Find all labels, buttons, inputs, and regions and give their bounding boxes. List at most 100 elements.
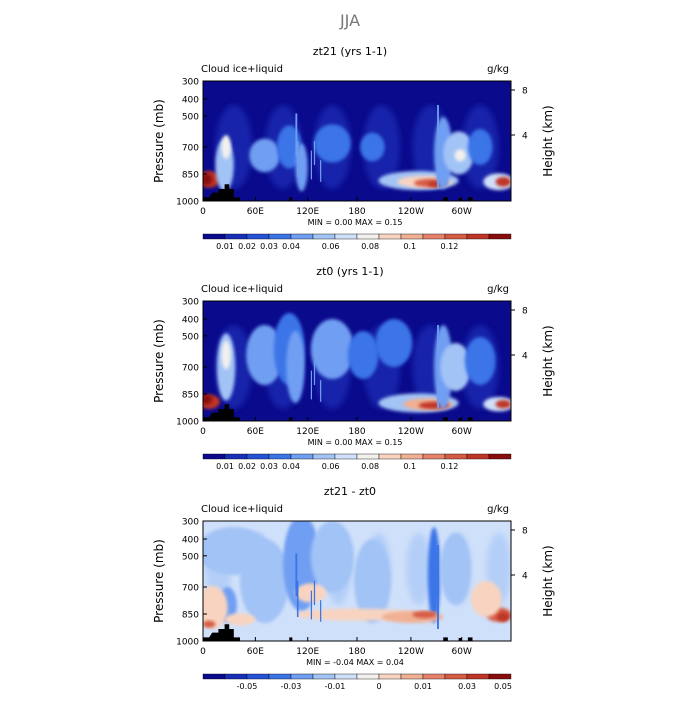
topography — [203, 624, 240, 641]
y-tick-label: 400 — [182, 536, 199, 546]
panel-1: zt21 (yrs 1-1) Cloud ice+liquid g/kg Pressu… — [152, 45, 555, 251]
y-tick-label: 1000 — [176, 198, 199, 208]
contour-blob — [203, 394, 213, 405]
y-right-tick-label: 4 — [522, 572, 528, 582]
contour-field — [203, 105, 511, 201]
x-tick-label: 120W — [398, 207, 424, 217]
contour-stripe — [437, 545, 439, 629]
y-right-tick-label: 8 — [522, 307, 528, 317]
contour-blob — [221, 135, 231, 159]
colorbar-label: 0.08 — [361, 242, 379, 251]
contour-blob — [440, 533, 471, 605]
units-label: g/kg — [487, 504, 509, 515]
colorbar-label: 0.04 — [282, 462, 300, 471]
colorbar-label: 0.01 — [216, 462, 234, 471]
colorbar-swatch — [378, 453, 402, 460]
colorbar-swatch — [202, 233, 226, 240]
panel-title: zt21 - zt0 — [324, 485, 376, 498]
contour-blob — [203, 620, 216, 628]
topography — [203, 404, 240, 421]
colorbar-swatch — [422, 233, 446, 240]
x-tick-label: 120E — [296, 207, 319, 217]
contour-blob — [313, 124, 351, 163]
colorbar-swatch — [290, 453, 314, 460]
contour-blob — [495, 400, 511, 409]
y-right-tick-label: 4 — [522, 352, 528, 362]
colorbar-swatch — [444, 673, 468, 680]
y-tick-label: 300 — [182, 518, 199, 528]
colorbar-label: 0.02 — [238, 462, 256, 471]
contour-blob — [353, 539, 391, 623]
contour-stripe — [310, 150, 313, 180]
y-right-tick-label: 8 — [522, 527, 528, 537]
contour-blob — [203, 173, 213, 186]
contour-field — [203, 521, 511, 641]
colorbar-swatch — [488, 233, 512, 240]
y-tick-label: 850 — [182, 611, 199, 621]
y-tick-label: 500 — [182, 112, 199, 122]
x-tick-label: 0 — [200, 427, 206, 437]
colorbar-swatch — [202, 673, 226, 680]
y-tick-label: 700 — [182, 364, 199, 374]
x-tick-label: 60W — [452, 207, 472, 217]
contour-stripe — [313, 361, 316, 385]
contour-stripe — [320, 380, 322, 402]
y-right-tick-label: 8 — [522, 87, 528, 97]
colorbar-swatch — [224, 673, 248, 680]
colorbar: -0.05 -0.03 -0.01 0 0.01 0.03 0.05 — [202, 673, 512, 691]
x-tick-label: 60W — [452, 427, 472, 437]
y-axis-right-title: Height (km) — [541, 325, 555, 396]
colorbar-swatch — [224, 453, 248, 460]
variable-label: Cloud ice+liquid — [201, 284, 283, 295]
contour-blob — [406, 533, 431, 605]
contour-blob — [454, 149, 466, 162]
y-tick-label: 1000 — [176, 638, 199, 648]
colorbar: 0.01 0.02 0.03 0.04 0.06 0.08 0.1 0.12 — [202, 233, 512, 251]
colorbar-label: 0.1 — [403, 462, 416, 471]
topography — [443, 197, 448, 201]
colorbar-swatch — [422, 673, 446, 680]
contour-stripe — [313, 141, 316, 165]
units-label: g/kg — [487, 64, 509, 75]
panel-3: zt21 - zt0 Cloud ice+liquid g/kg Pressure (… — [152, 485, 555, 691]
colorbar-label: 0.05 — [494, 682, 512, 691]
topography — [289, 197, 293, 201]
units-label: g/kg — [487, 284, 509, 295]
colorbar-swatch — [290, 673, 314, 680]
colorbar-swatch — [466, 233, 490, 240]
colorbar-swatch — [356, 453, 380, 460]
colorbar-swatch — [356, 673, 380, 680]
contour-stripe — [296, 361, 299, 397]
colorbar-label: 0.12 — [440, 462, 458, 471]
contour-blob — [203, 585, 228, 629]
y-tick-label: 850 — [182, 391, 199, 401]
colorbar-swatch — [400, 673, 424, 680]
colorbar-swatch — [334, 673, 358, 680]
colorbar-swatch — [488, 673, 512, 680]
colorbar-label: 0.01 — [414, 682, 432, 691]
colorbar-label: 0.03 — [458, 682, 476, 691]
colorbar-label: 0.12 — [440, 242, 458, 251]
colorbar-swatch — [422, 453, 446, 460]
topography — [443, 637, 448, 641]
y-tick-label: 400 — [182, 96, 199, 106]
colorbar-swatch — [488, 453, 512, 460]
contour-blob — [412, 611, 438, 619]
y-tick-label: 1000 — [176, 418, 199, 428]
topography — [289, 637, 293, 641]
contour-blob — [375, 319, 413, 367]
y-tick-label: 500 — [182, 332, 199, 342]
colorbar-swatch — [268, 453, 292, 460]
x-tick-label: 120E — [296, 427, 319, 437]
colorbar: 0.01 0.02 0.03 0.04 0.06 0.08 0.1 0.12 — [202, 453, 512, 471]
colorbar-swatch — [400, 453, 424, 460]
colorbar-swatch — [268, 233, 292, 240]
colorbar-swatch — [202, 453, 226, 460]
colorbar-swatch — [246, 453, 270, 460]
topography — [203, 184, 240, 201]
colorbar-swatch — [268, 673, 292, 680]
stats-label: MIN = 0.00 MAX = 0.15 — [308, 218, 403, 227]
colorbar-label: 0.02 — [238, 242, 256, 251]
contour-blob — [495, 177, 511, 187]
